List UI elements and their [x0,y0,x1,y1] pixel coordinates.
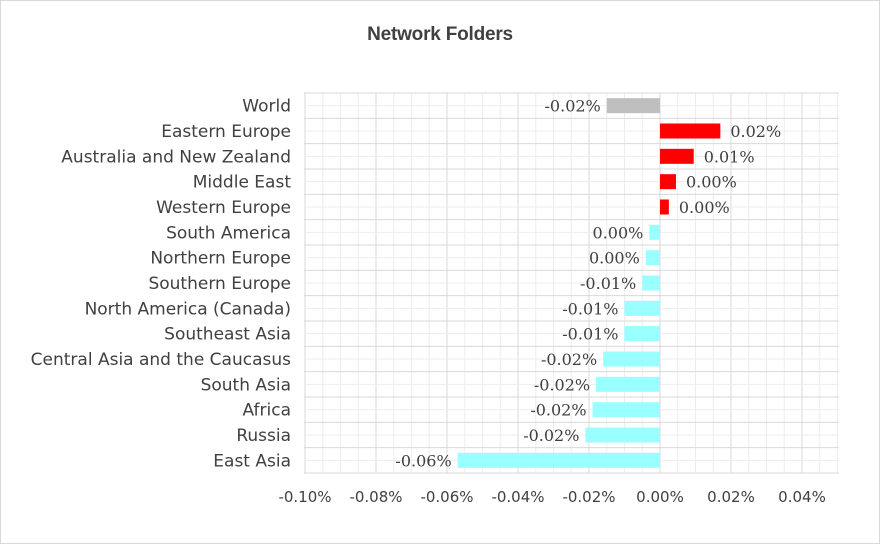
category-label: Middle East [193,173,292,193]
bar [660,123,721,139]
bar [606,98,660,114]
data-label: 0.00% [589,249,640,268]
bar [642,275,660,291]
bar [660,148,694,164]
category-label: Russia [236,426,291,446]
bars [457,98,721,468]
x-tick-label: 0.00% [636,488,684,506]
bar [645,250,660,266]
bar [624,300,660,316]
category-label: Southern Europe [148,274,291,294]
data-label: -0.02% [530,401,586,420]
category-label: Australia and New Zealand [61,147,291,167]
category-label: Western Europe [156,198,291,218]
bar [585,427,660,443]
data-label: 0.01% [704,147,755,166]
category-label: Southeast Asia [164,325,291,345]
x-tick-label: 0.04% [778,488,826,506]
category-label: North America (Canada) [85,299,291,319]
category-label: World [242,97,291,117]
data-label: 0.02% [730,122,781,141]
data-labels: -0.02% 0.02% 0.01% 0.00% 0.00% 0.00% 0.00% -0.0… [395,97,781,471]
bar [596,376,660,392]
bar [660,174,676,190]
x-axis-tick-labels: -0.10% -0.08% -0.06% -0.04% -0.02% 0.00% 0.02%… [278,488,825,506]
data-label: -0.02% [523,426,579,445]
data-label: -0.01% [562,325,618,344]
x-tick-label: -0.06% [420,488,473,506]
bar [660,199,669,215]
category-label: East Asia [213,451,291,471]
bar [592,402,660,418]
data-label: 0.00% [686,173,737,192]
category-label: Central Asia and the Caucasus [31,350,291,370]
data-label: -0.01% [580,274,636,293]
data-label: -0.06% [395,451,451,470]
category-label: Eastern Europe [161,122,291,142]
data-label: -0.02% [545,97,601,116]
category-label: South Asia [201,375,291,395]
bar [624,326,660,342]
data-label: -0.02% [541,350,597,369]
x-tick-label: -0.08% [349,488,402,506]
x-tick-label: 0.02% [707,488,755,506]
data-label: 0.00% [593,223,644,242]
bar [649,224,660,240]
x-tick-label: -0.04% [491,488,544,506]
x-tick-label: -0.02% [562,488,615,506]
data-label: -0.01% [562,299,618,318]
category-label: South America [166,223,291,243]
data-label: 0.00% [679,198,730,217]
chart-title: Network Folders [367,24,513,45]
category-label: Africa [243,401,292,421]
category-labels: World Eastern Europe Australia and New Zea… [31,97,292,472]
bar [457,452,660,468]
bar [603,351,660,367]
category-label: Northern Europe [150,249,291,269]
x-tick-label: -0.10% [278,488,331,506]
data-label: -0.02% [534,375,590,394]
